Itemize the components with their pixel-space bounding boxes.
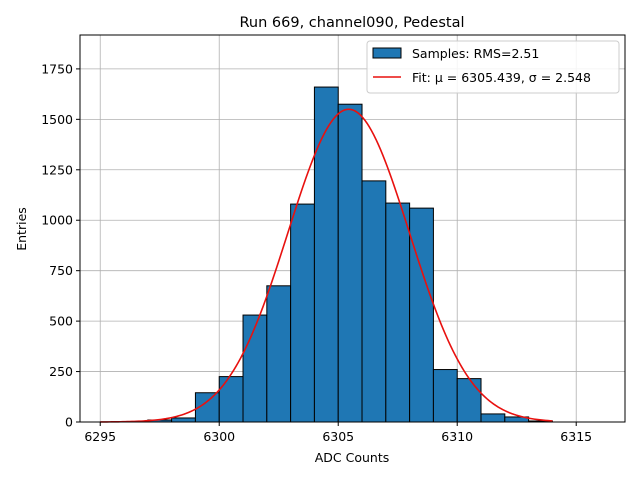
y-tick-label: 750 [49, 263, 73, 278]
legend-box [366, 40, 620, 94]
y-tick-label: 1250 [41, 162, 73, 177]
y-tick-label: 250 [49, 364, 73, 379]
histogram-bar [290, 203, 315, 423]
histogram-bar [432, 369, 458, 423]
legend: Samples: RMS=2.51 Fit: μ = 6305.439, σ =… [366, 40, 620, 94]
x-tick-label: 6315 [560, 429, 592, 444]
x-tick-label: 6310 [441, 429, 473, 444]
histogram-bar [385, 202, 411, 423]
y-tick-label: 500 [49, 314, 73, 329]
y-tick-label: 1000 [41, 213, 73, 228]
y-tick-label: 1500 [41, 112, 73, 127]
histogram-bar [266, 285, 292, 423]
legend-samples-label: Samples: RMS=2.51 [412, 46, 539, 61]
x-axis-label: ADC Counts [315, 450, 390, 465]
chart-title: Run 669, channel090, Pedestal [239, 15, 464, 31]
legend-bar-swatch [372, 47, 402, 59]
x-axis: 6295 6300 6305 6310 6315 [84, 422, 592, 444]
histogram-bar [409, 207, 434, 423]
histogram-bar [337, 103, 363, 423]
histogram-bar [171, 417, 196, 423]
histogram-bar [313, 86, 339, 423]
histogram-bar [218, 376, 244, 423]
plot-frame [79, 34, 626, 423]
histogram-bar [242, 314, 268, 423]
x-tick-label: 6300 [203, 429, 235, 444]
histogram-bar [480, 413, 506, 423]
x-tick-label: 6305 [322, 429, 354, 444]
y-axis: 0 250 500 750 1000 1250 1500 1750 [41, 61, 80, 430]
y-tick-label: 1750 [41, 61, 73, 76]
legend-fit-label: Fit: μ = 6305.439, σ = 2.548 [412, 70, 591, 85]
gaussian-fit-curve [100, 108, 553, 423]
y-tick-label: 0 [65, 415, 73, 430]
y-axis-label: Entries [14, 207, 29, 251]
x-tick-label: 6295 [84, 429, 116, 444]
histogram-bar [361, 180, 387, 423]
histogram-bar [456, 378, 482, 423]
